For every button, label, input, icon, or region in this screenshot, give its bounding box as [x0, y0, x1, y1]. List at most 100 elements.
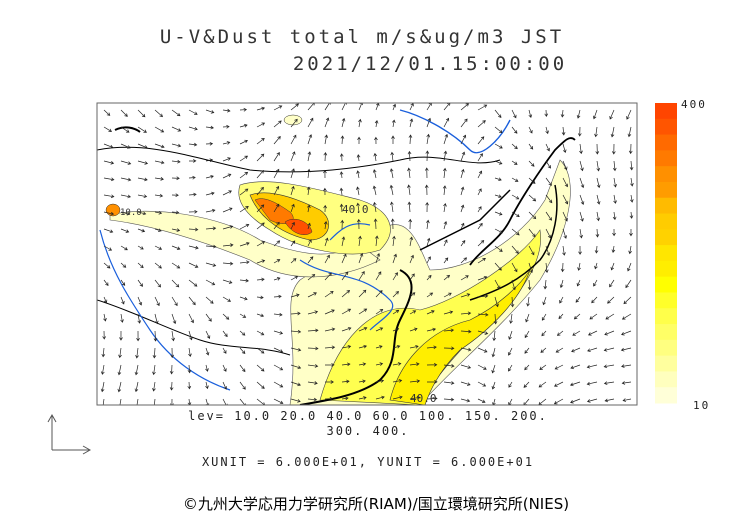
colorbar-band	[655, 197, 677, 215]
colorbar-band	[655, 355, 677, 372]
wind-arrow	[542, 296, 547, 306]
wind-arrow	[372, 201, 377, 213]
wind-arrow	[205, 313, 212, 322]
wind-arrow	[290, 203, 295, 213]
wind-arrow	[477, 170, 483, 179]
wind-arrow	[576, 279, 581, 287]
wind-arrow	[392, 327, 400, 332]
wind-arrow	[625, 279, 632, 289]
wind-arrow	[188, 279, 198, 287]
wind-arrow	[256, 364, 265, 372]
wind-arrow	[256, 122, 266, 128]
wind-arrow	[307, 151, 312, 162]
wind-arrow	[117, 364, 122, 376]
wind-arrow	[137, 126, 147, 133]
wind-arrow	[575, 296, 581, 303]
wind-arrow	[256, 347, 265, 354]
wind-arrow	[290, 275, 299, 281]
wind-arrow	[621, 381, 632, 385]
wind-arrow	[341, 308, 352, 315]
wind-arrow	[120, 126, 130, 133]
wind-arrow	[545, 211, 552, 221]
colorbar-band	[655, 118, 677, 136]
wind-arrow	[222, 141, 231, 145]
wind-arrow	[528, 211, 537, 220]
wind-arrow	[460, 398, 471, 403]
contour-label: 40.0	[410, 392, 437, 405]
wind-arrow	[188, 142, 198, 147]
wind-arrow	[222, 108, 231, 113]
wind-arrow	[137, 313, 142, 324]
colorbar-band	[655, 387, 677, 404]
wind-arrow	[524, 364, 530, 371]
wind-arrow	[290, 398, 301, 403]
wind-arrow	[491, 347, 496, 358]
wind-arrow	[171, 296, 178, 307]
colorbar-band	[655, 324, 677, 341]
wind-arrow	[409, 118, 414, 128]
wind-arrow	[586, 364, 598, 369]
wind-arrow	[324, 327, 336, 332]
wind-arrow	[222, 225, 234, 230]
wind-arrow	[392, 395, 403, 400]
wind-arrow	[511, 245, 519, 254]
wind-arrow	[256, 241, 266, 247]
wind-arrow	[460, 103, 470, 111]
wind-arrow	[222, 330, 228, 338]
map-timestamp: 2021/12/01.15:00:00	[292, 53, 568, 75]
wind-arrow	[562, 160, 568, 171]
wind-arrow	[612, 228, 616, 237]
wind-arrow	[103, 194, 115, 199]
wind-arrow	[222, 313, 230, 320]
wind-arrow	[256, 204, 265, 213]
wind-arrow	[426, 380, 438, 384]
wind-arrow	[102, 330, 107, 340]
wind-arrow	[545, 177, 552, 186]
wind-arrow	[562, 245, 566, 256]
wind-arrow	[545, 143, 550, 152]
wind-arrow	[290, 311, 301, 316]
wind-arrow	[477, 330, 489, 335]
wind-arrow	[339, 153, 344, 162]
wind-arrow	[528, 109, 533, 119]
wind-arrow	[307, 328, 319, 333]
wind-arrow	[374, 120, 379, 128]
wind-arrow	[137, 109, 146, 118]
contour-label: 10.0	[120, 208, 142, 218]
colorbar-band	[655, 181, 677, 199]
wind-arrow	[256, 137, 265, 145]
axis-indicator-icon	[47, 413, 92, 455]
wind-arrow	[443, 117, 450, 128]
wind-arrow	[610, 262, 615, 271]
wind-arrow	[460, 168, 465, 179]
wind-arrow	[290, 168, 295, 179]
wind-arrow	[508, 330, 513, 340]
wind-arrow	[222, 157, 231, 162]
wind-arrow	[239, 155, 249, 162]
wind-arrow	[492, 330, 497, 342]
wind-arrow	[307, 204, 311, 213]
wind-arrow	[222, 347, 227, 354]
wind-arrow	[341, 326, 352, 332]
wind-arrow	[460, 118, 468, 128]
wind-arrow	[205, 125, 214, 130]
wind-arrow	[442, 185, 447, 196]
wind-arrow	[511, 143, 518, 150]
wind-arrow	[358, 235, 362, 247]
wind-arrow	[154, 296, 160, 307]
wind-arrow	[239, 278, 249, 283]
wind-arrow	[443, 328, 455, 333]
wind-arrow	[544, 262, 549, 274]
wind-arrow	[341, 117, 346, 128]
wind-arrow	[594, 262, 598, 270]
wind-arrow	[307, 381, 318, 385]
wind-arrow	[443, 133, 449, 145]
wind-arrow	[539, 364, 547, 370]
wind-arrow	[171, 109, 181, 117]
wind-arrow	[187, 364, 192, 374]
wind-arrow	[222, 124, 230, 129]
wind-arrow	[171, 193, 179, 198]
wind-arrow	[120, 177, 132, 182]
wind-arrow	[188, 330, 193, 341]
wind-arrow	[460, 134, 467, 145]
